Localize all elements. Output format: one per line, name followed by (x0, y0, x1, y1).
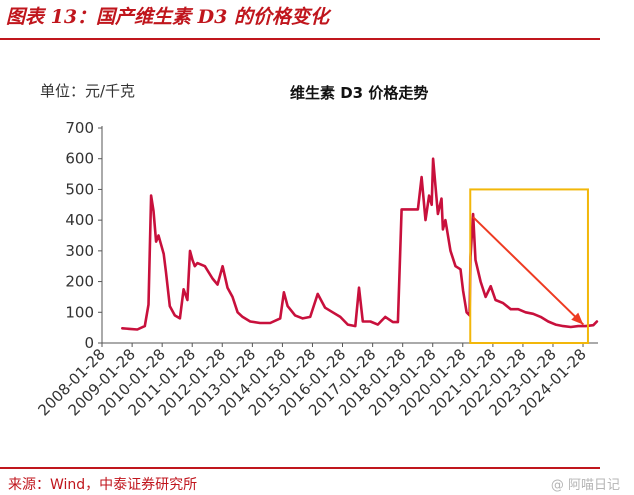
x-axis-ticks: 2008-01-282009-01-282010-01-282011-01-28… (34, 343, 590, 419)
series-layer (121, 157, 599, 331)
y-axis-ticks: 0 100 200 300 400 500 600 700 (65, 119, 102, 352)
figure-title: 图表 13：国产维生素 D3 的价格变化 (6, 6, 329, 28)
source-note: 来源：Wind，中泰证券研究所 (8, 477, 198, 493)
y-tick-label: 400 (65, 211, 94, 229)
unit-label: 单位：元/千克 (40, 82, 136, 100)
title-rule (0, 38, 600, 40)
y-tick-label: 100 (65, 303, 94, 321)
footer-rule (0, 467, 600, 469)
y-tick-label: 200 (65, 273, 94, 291)
y-tick-label: 500 (65, 180, 94, 198)
trend-arrow-line (472, 216, 585, 326)
y-tick-label: 0 (84, 334, 94, 352)
y-tick-label: 700 (65, 119, 94, 137)
y-tick-label: 600 (65, 150, 94, 168)
watermark-text: @ 阿喵日记 (550, 478, 620, 493)
trend-arrow-head (571, 312, 584, 325)
chart-title: 维生素 D3 价格走势 (290, 84, 429, 102)
highlight-box (469, 188, 589, 344)
y-tick-label: 300 (65, 242, 94, 260)
price-series-line (121, 157, 599, 331)
annotation-layer (469, 188, 589, 344)
